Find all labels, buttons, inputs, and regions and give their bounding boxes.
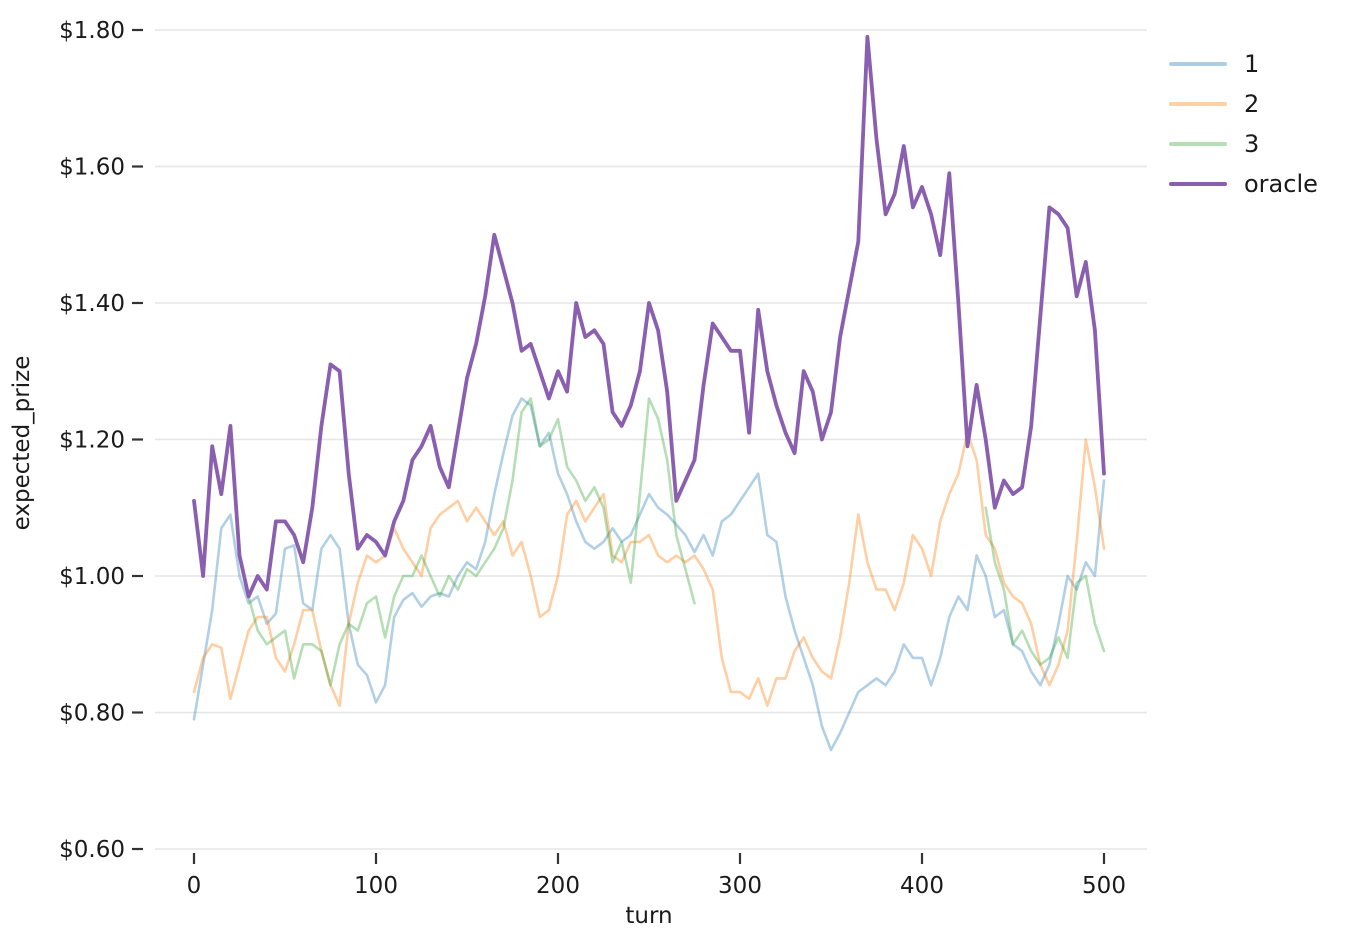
x-tick-label: 300 xyxy=(718,873,762,899)
series-line-oracle xyxy=(192,34,1106,599)
legend-item-series-1: 1 xyxy=(1169,44,1318,84)
legend-item-oracle: oracle xyxy=(1169,164,1318,204)
axis-ticks: $0.60 $0.80 $1.00 $1.20 $1.40 $1.60 $1.80 0 100 2… xyxy=(59,18,1126,899)
y-tick-label: $1.00 xyxy=(59,564,125,590)
series-line-3 xyxy=(247,397,1106,687)
legend-item-series-2: 2 xyxy=(1169,84,1318,124)
legend-item-series-3: 3 xyxy=(1169,124,1318,164)
legend-label-oracle: oracle xyxy=(1244,170,1318,198)
legend-label-series-3: 3 xyxy=(1244,130,1260,158)
legend-swatch-series-2 xyxy=(1169,102,1227,106)
x-tick-label: 100 xyxy=(354,873,398,899)
x-tick-label: 200 xyxy=(536,873,580,899)
legend-label-series-2: 2 xyxy=(1244,90,1260,118)
x-tick-label: 500 xyxy=(1082,873,1126,899)
y-tick-label: $1.80 xyxy=(59,18,125,44)
legend-swatch-series-3 xyxy=(1169,142,1227,146)
x-tick-label: 0 xyxy=(187,873,202,899)
y-tick-label: $1.20 xyxy=(59,428,125,454)
legend-swatch-series-1 xyxy=(1169,62,1227,66)
y-tick-label: $0.80 xyxy=(59,701,125,727)
series-line-2 xyxy=(192,431,1106,707)
y-tick-label: $0.60 xyxy=(59,837,125,863)
legend-swatch-oracle xyxy=(1169,182,1227,186)
series-line-1 xyxy=(192,397,1106,752)
x-tick-label: 400 xyxy=(900,873,944,899)
legend: 1 2 3 oracle xyxy=(1169,44,1318,204)
y-tick-label: $1.60 xyxy=(59,155,125,181)
y-axis-label: expected_prize xyxy=(9,355,35,531)
y-tick-label: $1.40 xyxy=(59,291,125,317)
legend-label-series-1: 1 xyxy=(1244,50,1260,78)
data-series xyxy=(192,34,1106,752)
gridlines xyxy=(155,29,1147,850)
x-axis-label: turn xyxy=(625,903,673,929)
